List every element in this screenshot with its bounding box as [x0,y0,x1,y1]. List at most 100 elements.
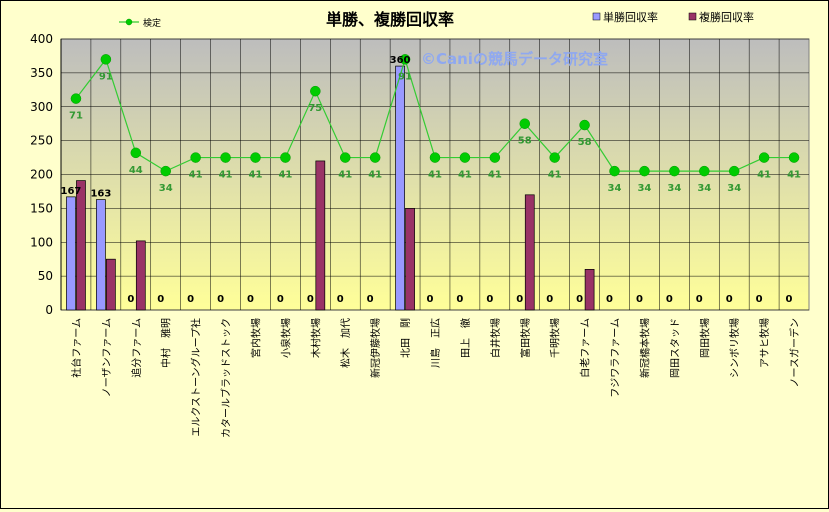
line-data-label: 41 [787,170,801,181]
line-data-label: 41 [488,170,502,181]
x-tick-label: 川島 正広 [429,318,442,368]
line-data-label: 91 [398,71,412,82]
legend: 検定 単勝回収率 複勝回収率 [119,10,754,29]
line-data-label: 41 [189,170,203,181]
line-data-label: 41 [249,170,263,181]
line-data-label: 71 [69,111,83,122]
line-data-label: 34 [727,183,741,194]
line-marker [519,118,531,129]
x-tick-label: 松木 加代 [339,318,352,368]
bar-data-label: 0 [187,294,194,305]
legend-label: 複勝回収率 [699,10,754,24]
x-tick-label: シンボリ牧場 [728,318,741,378]
x-tick-label: フジワラファーム [610,318,622,398]
line-marker [429,152,441,163]
line-data-label: 58 [518,136,532,147]
bar-data-label: 0 [247,294,254,305]
legend-label: 検定 [143,17,161,29]
line-data-label: 34 [159,183,173,194]
x-tick-label: 社台ファーム [70,318,83,378]
legend-swatch [688,12,697,21]
x-tick-label: エルクストーングループ社 [190,318,203,437]
bar-fukusho [524,194,535,311]
line-marker [310,85,321,97]
bar-data-label: 0 [666,294,673,305]
line-marker [609,165,620,177]
bar-data-label: 0 [636,294,643,305]
line-marker [579,119,590,131]
line-marker [190,152,201,163]
x-tick-label: 岡田牧場 [698,318,711,358]
bar-tansho [96,199,106,311]
bar-data-label: 0 [307,294,314,305]
watermark-text: ©Caniの競馬データ研究室 [421,50,608,68]
bar-data-label: 0 [486,294,493,305]
line-series [70,54,800,177]
x-tick-label: ノースガーデン [788,318,801,388]
bar-tansho [66,196,76,311]
x-tick-label: 岡田スタッド [669,318,681,378]
bar-fukusho [315,160,326,311]
bar-tansho [395,65,405,311]
line-data-label: 34 [637,183,651,194]
legend-line-marker [125,18,133,26]
bar-fukusho [135,240,146,311]
bar-data-label: 167 [61,186,82,197]
line-data-label: 34 [697,183,711,194]
x-tick-label: カタールブラッドストック [220,318,233,438]
line-marker [758,152,770,163]
x-tick-label: 白井牧場 [489,318,502,358]
line-marker [639,165,650,177]
chart-title: 単勝、複勝回収率 [326,10,454,29]
x-tick-label: 中村 雅明 [160,318,173,368]
x-tick-label: 新冠伊藤牧場 [369,318,382,378]
bar-fukusho [106,258,116,311]
bar-data-label: 360 [390,55,411,66]
bar-data-label: 0 [516,294,523,305]
bar-data-label: 0 [127,294,134,305]
line-marker [788,152,800,163]
line-marker [220,152,231,163]
y-axis: 0 50 100 150 200 250 300 350 400 [30,32,62,317]
line-marker [100,54,112,65]
x-tick-label: 千明牧場 [549,318,562,358]
x-tick-label: 白老ファーム [579,318,592,378]
y-tick-label: 150 [30,201,53,215]
bar-data-label: 0 [696,294,703,305]
line-data-label: 41 [219,170,233,181]
legend-swatch [592,12,601,21]
bar-data-label: 0 [427,294,434,305]
y-tick-label: 100 [30,235,53,249]
y-tick-label: 350 [30,66,53,80]
y-tick-label: 300 [30,100,53,114]
bar-data-label: 0 [576,294,583,305]
x-tick-label: ノーザンファーム [101,318,113,397]
bar-data-label: 0 [367,294,374,305]
line-marker [250,152,261,163]
line-marker [339,152,351,163]
x-tick-label: アサヒ牧場 [758,318,771,368]
y-tick-label: 250 [30,134,53,148]
line-data-label: 75 [308,103,322,114]
line-marker [70,93,82,104]
y-tick-label: 50 [38,269,53,283]
line-data-label: 34 [608,183,622,194]
bar-fukusho [405,208,415,311]
legend-label: 単勝回収率 [603,10,658,24]
line-marker [669,165,680,177]
y-tick-label: 200 [30,168,53,182]
bar-data-label: 163 [90,189,111,200]
bar-data-label: 0 [786,294,793,305]
line-marker [728,165,740,177]
x-tick-label: 富田牧場 [519,318,532,358]
bar-data-label: 0 [337,294,344,305]
x-tick-label: 小泉牧場 [279,318,292,358]
line-marker [130,147,142,159]
y-tick-label: 400 [30,32,53,46]
line-marker [699,165,710,177]
bar-data-label: 0 [277,294,284,305]
data-labels: 71 91 44 34 41 41 41 41 75 41 41 91 41 41 41 58 41 58 34 34… [61,55,802,305]
line-data-label: 41 [278,170,292,181]
line-marker [459,152,471,163]
